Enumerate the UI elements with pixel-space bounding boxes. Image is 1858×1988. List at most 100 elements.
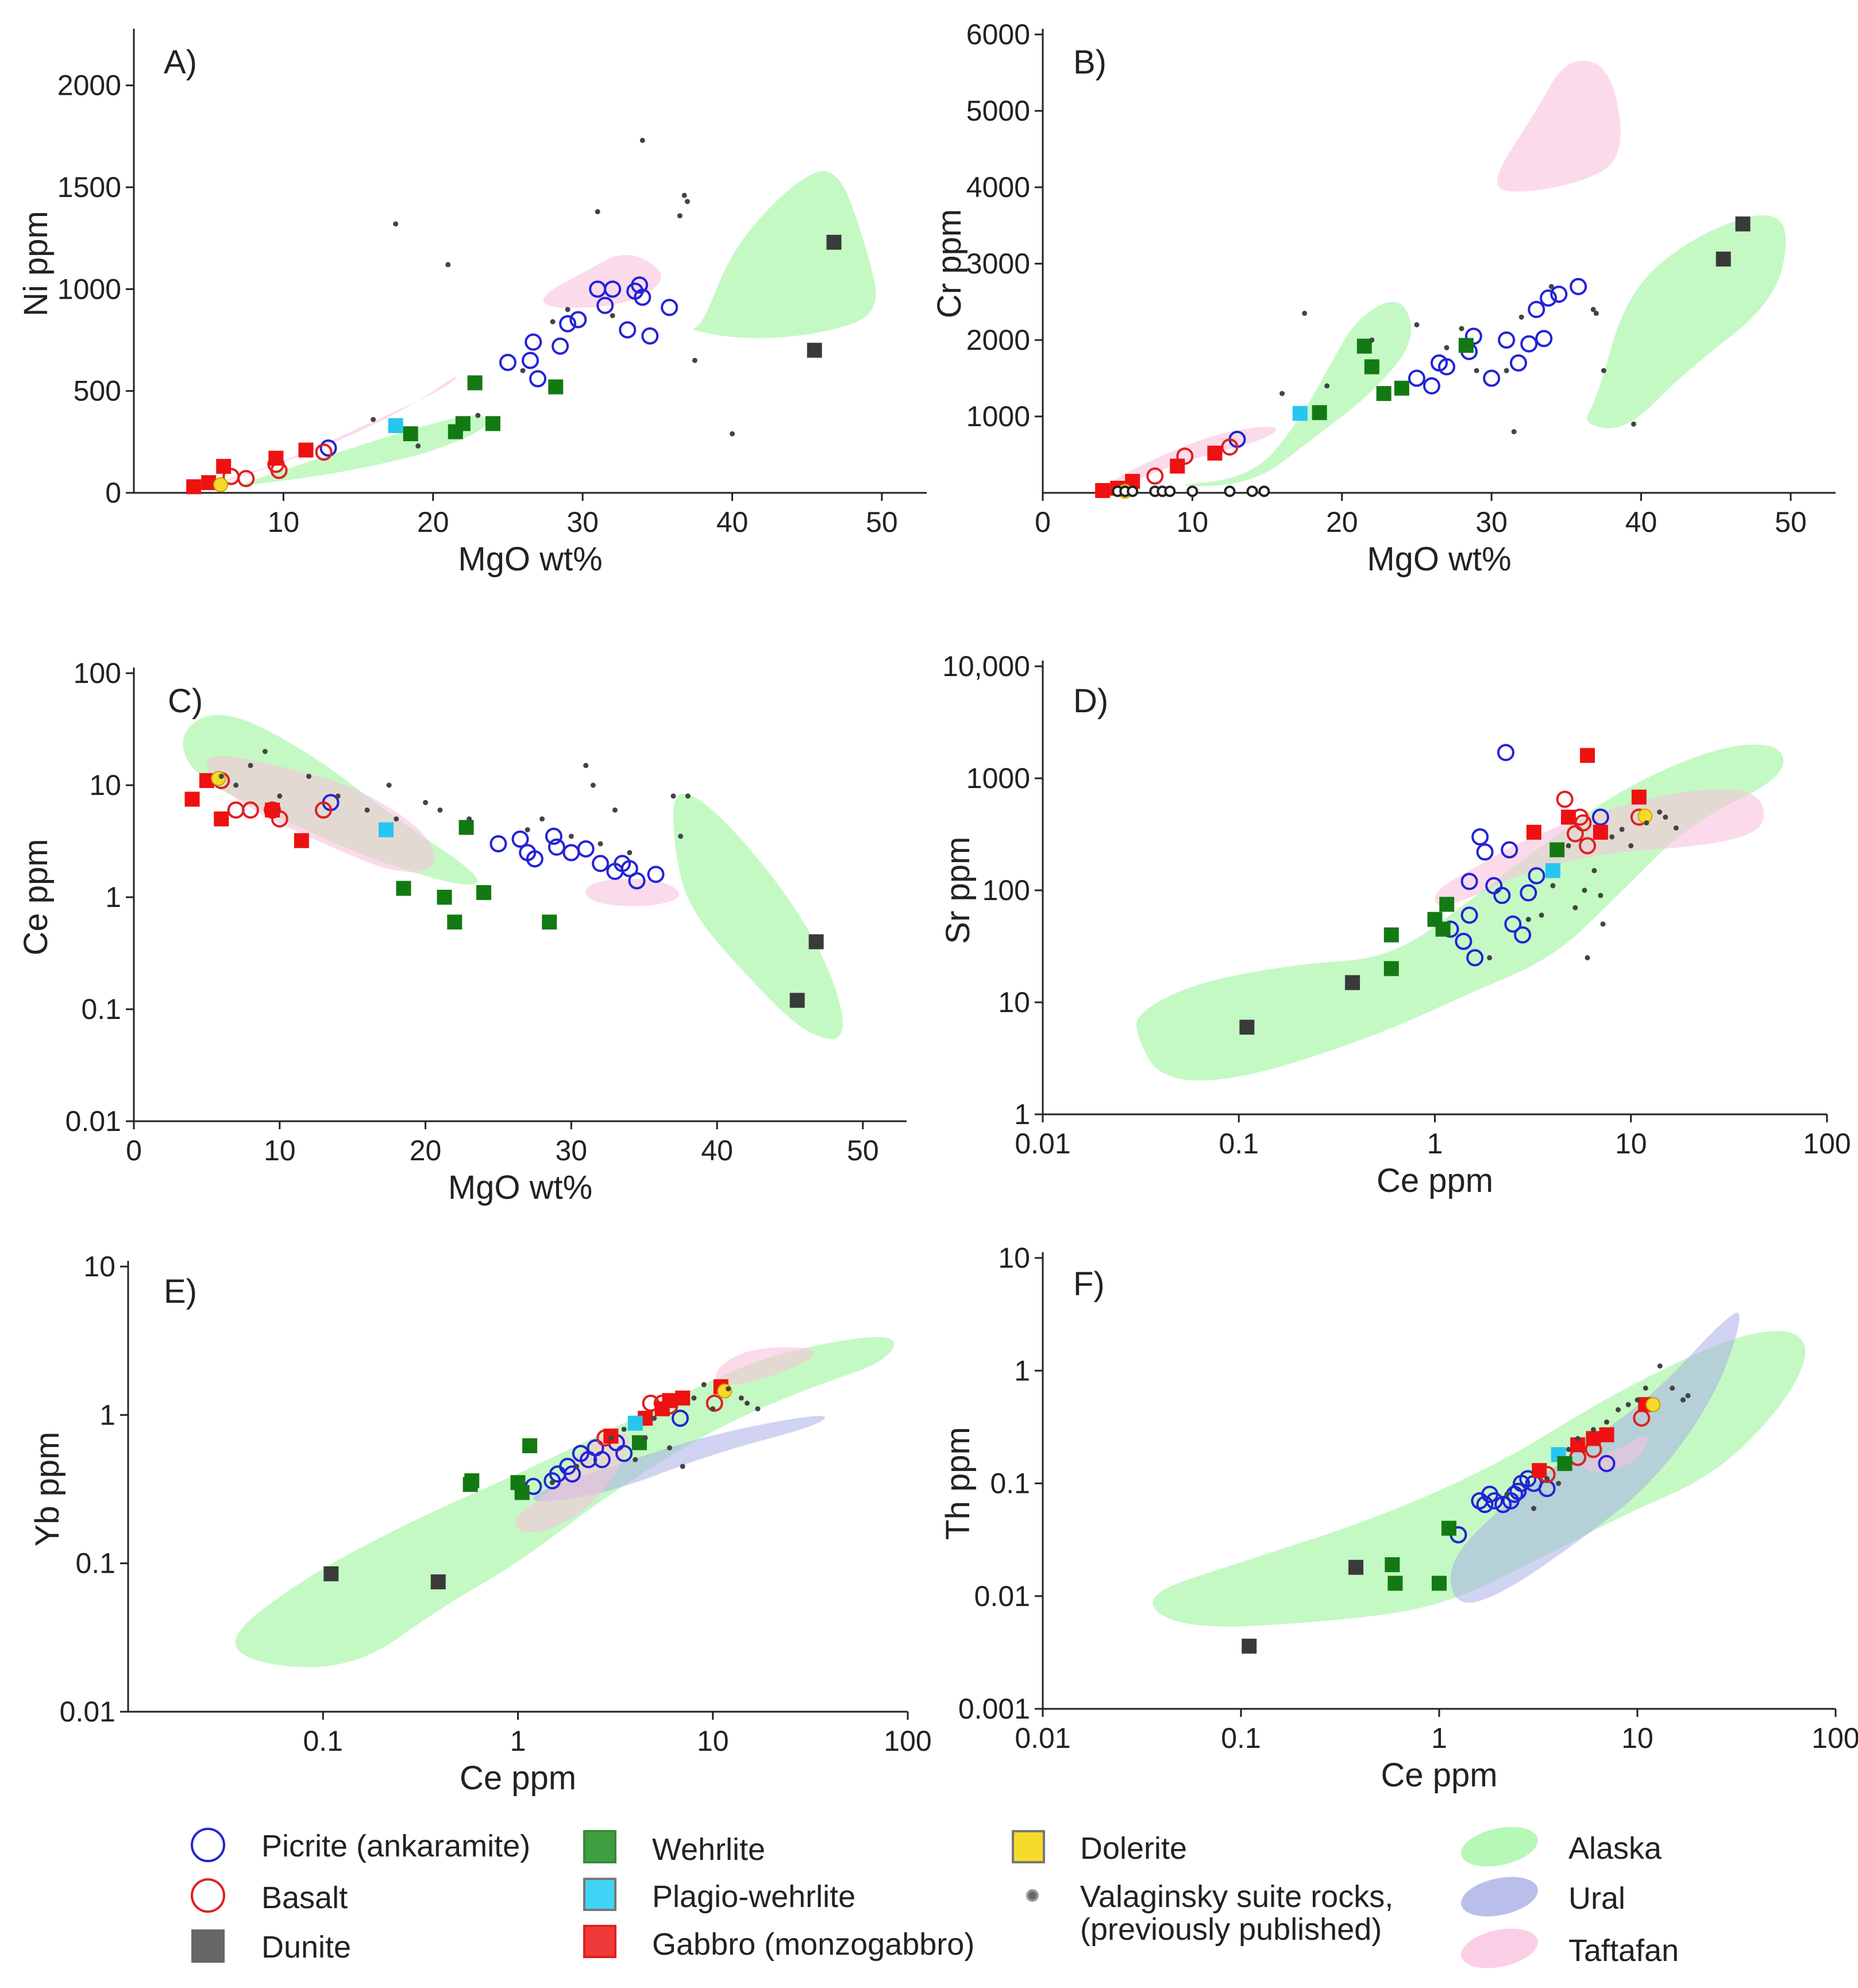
x-tick-label: 10 [1177, 506, 1209, 538]
picrite-point [619, 321, 637, 339]
y-tick-label: 10 [89, 769, 121, 801]
plagio-point [1545, 863, 1560, 878]
valaginsky-point [642, 1435, 648, 1441]
wehrlite-point [542, 914, 557, 930]
panel-label: C) [168, 682, 203, 720]
legend-taftafan-symbol [1461, 1928, 1538, 1968]
valaginsky-ring-point [1127, 485, 1139, 497]
picrite-point [1476, 843, 1494, 861]
y-tick-label: 500 [74, 375, 121, 407]
legend-valaginsky-symbol [1026, 1889, 1039, 1902]
picrite-point [1471, 828, 1489, 846]
picrite-point [1498, 331, 1516, 349]
valaginsky-point [1487, 955, 1493, 960]
picrite-point [1464, 327, 1482, 345]
picrite-point [1504, 915, 1522, 933]
wehrlite-point [437, 890, 452, 905]
valaginsky-point [1302, 310, 1308, 316]
taftafan-field [543, 254, 661, 308]
x-tick-label: 50 [866, 506, 898, 538]
valaginsky-point [1556, 1481, 1562, 1486]
valaginsky-point [1673, 825, 1679, 831]
y-axis-label: Ce ppm [17, 839, 55, 955]
valaginsky-point [1566, 843, 1571, 848]
valaginsky-ring-point [1164, 485, 1176, 497]
picrite-point [1501, 841, 1518, 859]
y-tick-label: 0.01 [65, 1105, 121, 1137]
dunite-point [1348, 1559, 1364, 1575]
picrite-point [628, 872, 646, 890]
valaginsky-point [1680, 1397, 1686, 1403]
picrite-point [511, 830, 529, 848]
legend-gabbro-symbol [583, 1925, 616, 1958]
valaginsky-point [525, 827, 530, 833]
picrite-point [526, 850, 543, 868]
valaginsky-point [677, 213, 683, 219]
picrite-point [1460, 906, 1478, 924]
valaginsky-point [550, 319, 556, 325]
x-axis-label: MgO wt% [448, 1169, 592, 1206]
gabbro-point [1631, 789, 1647, 805]
wehrlite-point [1376, 386, 1391, 402]
valaginsky-point [1628, 843, 1634, 848]
valaginsky-ring-point [1186, 485, 1198, 497]
taftafan-field [206, 756, 435, 872]
wehrlite-point [396, 881, 411, 896]
wehrlite-point [1383, 927, 1399, 943]
valaginsky-point [248, 763, 253, 769]
picrite-point [1476, 1496, 1494, 1514]
dunite-point [1242, 1638, 1257, 1654]
picrite-point [525, 333, 542, 351]
valaginsky-point [684, 199, 690, 204]
valaginsky-point [608, 1435, 614, 1441]
dunite-point [1345, 975, 1360, 990]
y-tick-label: 4000 [966, 171, 1030, 203]
valaginsky-point [1643, 1385, 1648, 1391]
wehrlite-point [1312, 405, 1327, 420]
valaginsky-point [1474, 368, 1479, 373]
gabbro-point [298, 442, 314, 458]
x-tick-label: 100 [884, 1725, 931, 1757]
valaginsky-point [1598, 893, 1603, 898]
x-tick-label: 1 [510, 1725, 526, 1757]
x-tick-label: 50 [1775, 506, 1807, 538]
y-axis-label: Cr ppm [931, 209, 968, 318]
basalt-point [237, 470, 255, 488]
picrite-point [671, 1410, 689, 1427]
valaginsky-point [1601, 368, 1606, 373]
taftafan-field [1435, 789, 1764, 906]
valaginsky-point [652, 1415, 657, 1421]
valaginsky-point [633, 1457, 638, 1462]
valaginsky-point [364, 807, 370, 813]
y-axis-label: Ni ppm [17, 211, 55, 316]
valaginsky-point [1644, 820, 1649, 826]
x-tick-label: 10 [697, 1725, 729, 1757]
legend-dolerite-symbol [1012, 1830, 1045, 1863]
x-tick-label: 10 [1615, 1128, 1647, 1160]
picrite-point [1438, 358, 1456, 376]
x-tick-label: 0 [1035, 506, 1051, 538]
valaginsky-point [681, 192, 687, 198]
gabbro-point [1526, 824, 1541, 840]
picrite-point [620, 860, 638, 878]
x-tick-label: 100 [1811, 1722, 1858, 1754]
picrite-point [604, 280, 622, 298]
picrite-point [1510, 354, 1527, 372]
valaginsky-point [678, 833, 684, 839]
valaginsky-point [726, 1386, 731, 1392]
basalt-point [1146, 467, 1164, 485]
wehrlite-point [514, 1485, 530, 1500]
panel-d: 0.01 0.1 1 10 100 1 10 100 1000 10,000 Ce ppm Sr pp… [939, 650, 1851, 1199]
picrite-point [1408, 369, 1425, 387]
valaginsky-point [437, 807, 443, 813]
valaginsky-point [1657, 1363, 1663, 1369]
x-tick-label: 0.1 [1221, 1722, 1261, 1754]
x-tick-label: 1 [1431, 1722, 1447, 1754]
x-tick-label: 0.1 [1219, 1128, 1259, 1160]
picrite-point [592, 855, 610, 873]
valaginsky-point [627, 850, 633, 855]
dunite-point [807, 342, 822, 358]
